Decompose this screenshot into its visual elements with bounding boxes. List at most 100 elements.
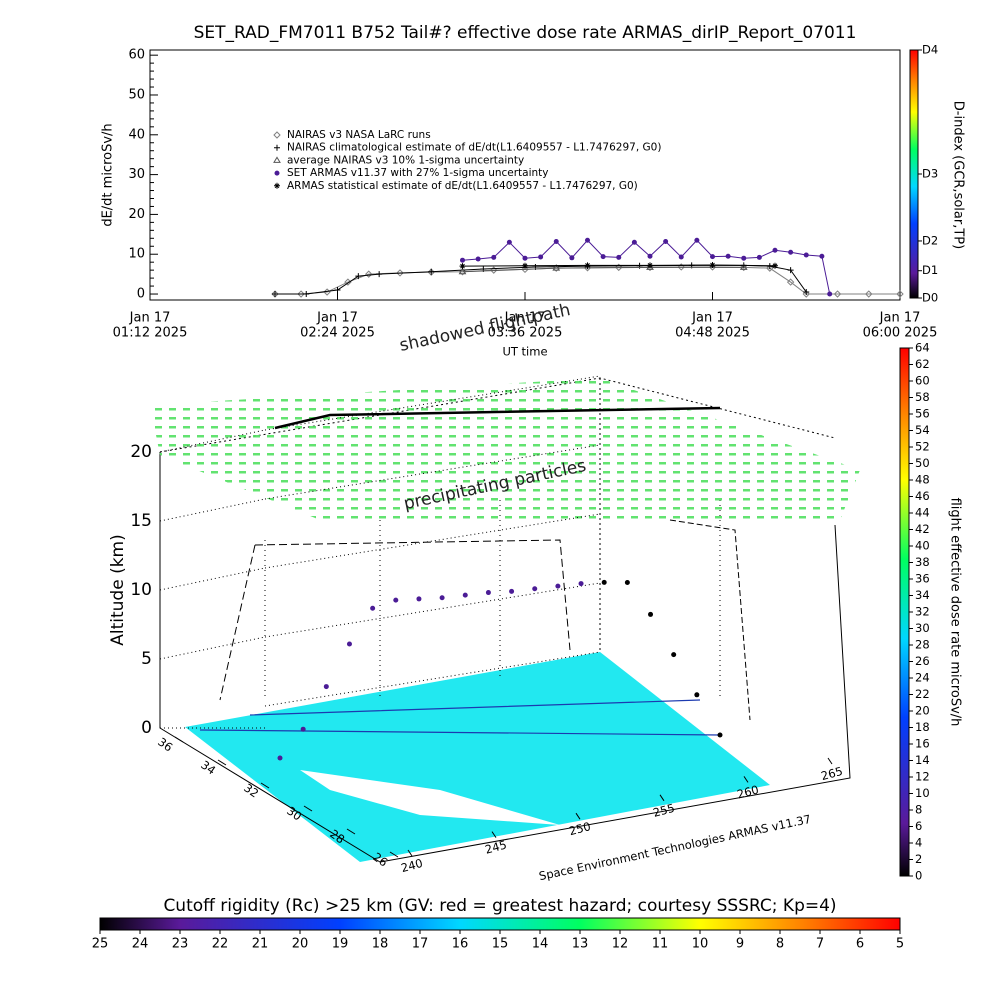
grid-line <box>264 444 601 500</box>
colorbar-tick-label: 6 <box>856 937 864 952</box>
lat-tick-label: 30 <box>284 804 304 824</box>
colorbar-tick-label: 13 <box>572 937 589 952</box>
flight-path-point <box>601 579 607 585</box>
legend-marker <box>273 156 281 163</box>
lat-tick-label: 28 <box>327 827 347 847</box>
lon-tick <box>827 757 833 765</box>
marker <box>522 255 528 261</box>
marker <box>725 253 731 259</box>
lat-tick <box>217 759 227 766</box>
x-tick-label: 03:36 2025 <box>488 326 563 341</box>
flight-path-point <box>555 583 561 589</box>
lon-tick-label: 250 <box>567 819 592 838</box>
marker <box>709 261 716 268</box>
legend-label: average NAIRAS v3 10% 1-sigma uncertaint… <box>287 154 524 166</box>
grid-line <box>264 375 601 431</box>
lon-tick-label: 265 <box>819 764 844 783</box>
legend-label: NAIRAS v3 NASA LaRC runs <box>287 129 431 141</box>
flight-path-point <box>578 581 584 587</box>
flight-path-point <box>277 755 283 761</box>
flight-path-point <box>393 597 399 603</box>
marker <box>827 291 833 297</box>
lon-tick-label: 255 <box>651 801 676 820</box>
lat-tick <box>174 736 184 743</box>
flight-path-point <box>624 580 630 586</box>
flight-path-point <box>694 692 700 698</box>
colorbar-tick-label: 19 <box>332 937 349 952</box>
marker <box>766 264 774 272</box>
colorbar-tick-label: 56 <box>915 407 930 421</box>
lat-tick-label: 36 <box>155 735 175 755</box>
y-tick-label: 10 <box>128 247 145 262</box>
legend-label: NAIRAS climatological estimate of dE/dt(… <box>287 142 661 154</box>
colorbar-tick-label: 8 <box>915 803 922 817</box>
z-tick-label: 10 <box>130 580 152 600</box>
colorbar-tick-label: 2 <box>915 852 922 866</box>
marker <box>647 253 653 259</box>
colorbar-tick-label: 12 <box>915 770 930 784</box>
x-tick-label: Jan 17 <box>129 311 171 326</box>
marker <box>506 239 512 245</box>
grid-line <box>264 513 601 569</box>
chart-title: SET_RAD_FM7011 B752 Tail#? effective dos… <box>194 23 857 43</box>
marker <box>491 254 497 260</box>
z-tick-label: 5 <box>141 649 152 669</box>
x-tick-label: Jan 17 <box>504 311 546 326</box>
colorbar-tick-label: 24 <box>132 937 149 952</box>
marker <box>458 267 467 275</box>
marker <box>600 254 606 260</box>
colorbar-tick-label: 36 <box>915 572 930 586</box>
z-tick-label: 0 <box>141 718 152 738</box>
marker <box>376 271 383 278</box>
marker <box>740 263 748 272</box>
x-tick-label: 04:48 2025 <box>675 326 750 341</box>
colorbar-tick-label: 15 <box>492 937 509 952</box>
colorbar-tick-label: D2 <box>922 233 938 247</box>
y-tick-label: 20 <box>128 207 145 222</box>
y-tick-label: 60 <box>128 48 145 63</box>
y-axis-label: dE/dt microSv/h <box>101 123 116 226</box>
colorbar-tick-label: 22 <box>212 937 229 952</box>
marker <box>428 268 435 275</box>
colorbar-tick-label: 11 <box>652 937 669 952</box>
colorbar-tick-label: 26 <box>915 654 930 668</box>
colorbar-tick-label: 25 <box>92 937 109 952</box>
colorbar-tick-label: 20 <box>915 704 930 718</box>
marker <box>741 255 747 261</box>
marker <box>663 238 669 244</box>
y-tick-label: 0 <box>137 287 145 302</box>
flight-path-point <box>416 596 422 602</box>
series-line <box>462 266 744 273</box>
lat-tick-label: 34 <box>198 758 218 778</box>
marker <box>344 278 352 286</box>
marker <box>553 238 559 244</box>
flight-path-point <box>462 592 468 598</box>
colorbar-tick-label: 10 <box>692 937 709 952</box>
marker <box>787 267 794 274</box>
marker <box>786 278 795 286</box>
lat-tick <box>389 851 399 858</box>
colorbar-tick-label: 32 <box>915 605 930 619</box>
colorbar-tick-label: 18 <box>372 937 389 952</box>
colorbar-title: flight effective dose rate microSv/h <box>948 498 963 727</box>
marker <box>552 264 561 271</box>
lon-tick <box>407 849 413 857</box>
colorbar-tick-label: 30 <box>915 621 930 635</box>
flight-path-point <box>439 595 445 601</box>
legend-label: ARMAS statistical estimate of dE/dt(L1.6… <box>287 180 638 192</box>
colorbar-title: Cutoff rigidity (Rc) >25 km (GV: red = g… <box>163 896 836 916</box>
flight-path-point <box>323 684 329 690</box>
marker <box>521 265 529 274</box>
colorbar-tick-label: 12 <box>612 937 629 952</box>
flight-path-point <box>370 605 376 611</box>
marker <box>365 270 373 278</box>
marker <box>694 237 700 243</box>
legend-marker <box>274 170 280 176</box>
marker <box>584 262 591 269</box>
flight-path-point <box>671 652 677 658</box>
lat-tick <box>346 828 356 835</box>
marker <box>297 290 305 298</box>
colorbar-tick-label: 16 <box>452 937 469 952</box>
marker <box>678 254 684 260</box>
